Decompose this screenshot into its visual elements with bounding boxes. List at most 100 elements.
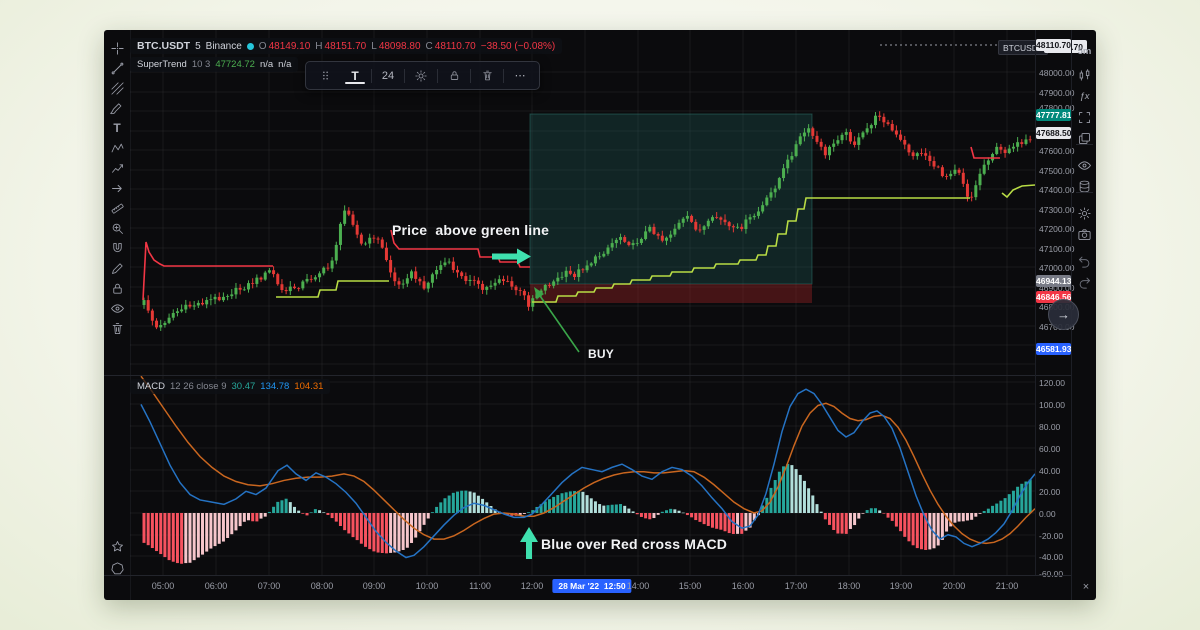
favorites-star-icon[interactable] <box>104 536 130 556</box>
time-label: 08:00 <box>310 581 334 591</box>
snapshot-camera-icon[interactable] <box>1072 225 1096 243</box>
annotation-macd-cross: Blue over Red cross MACD <box>541 536 728 552</box>
indicator-name[interactable]: SuperTrend <box>137 59 187 70</box>
right-arrow-annotation[interactable] <box>492 248 531 265</box>
ohlc-o-label: O <box>258 40 267 52</box>
ruler-icon[interactable] <box>104 198 130 218</box>
ohlc-l-label: L <box>371 40 377 52</box>
hide-drawings-icon[interactable] <box>104 298 130 318</box>
settings-gear-icon <box>1077 206 1092 221</box>
drawing-more-button[interactable]: ⋯ <box>514 70 526 82</box>
exchange-name[interactable]: Binance <box>205 40 242 52</box>
toolbar-drag-handle-icon[interactable] <box>311 65 339 86</box>
settings-gear-icon[interactable] <box>1072 204 1096 222</box>
text-tool-icon[interactable]: T <box>113 121 121 135</box>
macd-legend[interactable]: MACD 12 26 close 9 30.47 134.78 104.31 <box>130 379 331 394</box>
crosshair-icon[interactable] <box>104 38 130 58</box>
time-label: 10:00 <box>415 581 439 591</box>
change-value: −38.50 (−0.08%) <box>480 40 556 52</box>
macd-name[interactable]: MACD <box>137 381 165 392</box>
supertrend-legend[interactable]: SuperTrend 10 3 47724.72 n/a n/a <box>130 57 299 72</box>
remove-drawings-icon[interactable] <box>104 318 130 338</box>
time-label: 05:00 <box>151 581 175 591</box>
object-tree-icon[interactable] <box>1072 108 1096 126</box>
object-tree-icon <box>1077 110 1092 125</box>
xabcd-pattern-icon <box>110 141 125 156</box>
supertrend-up-line[interactable] <box>532 197 970 303</box>
drawing-lock-button[interactable] <box>440 65 468 86</box>
close-icon[interactable]: × <box>1082 581 1090 593</box>
supertrend-down-line[interactable] <box>142 241 273 301</box>
axis-label: -60.00 <box>1039 569 1064 579</box>
trend-line-icon[interactable] <box>104 58 130 78</box>
go-to-date-badge[interactable]: 28 Mar '22 12:50 <box>552 579 632 593</box>
indicator-value: 47724.72 <box>215 59 255 70</box>
symbol-legend[interactable]: BTC.USDT 5 Binance O 48149.10 H 48151.70 L… <box>130 38 563 54</box>
time-label: 17:00 <box>784 581 808 591</box>
time-label: 20:00 <box>942 581 966 591</box>
forecast-icon[interactable] <box>104 158 130 178</box>
ohlc-c-value: 48110.70 <box>434 40 476 52</box>
fx-indicators-icon[interactable]: ƒx <box>1079 90 1090 102</box>
font-size-button[interactable]: 24 <box>381 69 395 82</box>
magnet-icon[interactable] <box>104 238 130 258</box>
highlight-box[interactable] <box>529 113 813 285</box>
supertrend-down-line[interactable] <box>970 146 1000 159</box>
zoom-in-icon <box>110 221 125 236</box>
interval-5m[interactable]: 5m <box>1077 45 1092 57</box>
lock-drawings-icon[interactable] <box>104 278 130 298</box>
axis-label: 60.00 <box>1039 444 1061 454</box>
axis-label: 46900.00 <box>1039 283 1075 293</box>
macd-up-arrow-shaft[interactable] <box>526 541 532 559</box>
supertrend-up-line[interactable] <box>1001 184 1035 199</box>
sidebar-separator <box>1076 192 1093 193</box>
time-axis[interactable]: 28 Mar '22 12:50 05:00 06:00 07:00 08:00 09:… <box>104 575 1071 600</box>
axis-label: -40.00 <box>1039 552 1064 562</box>
supertrend-up-line[interactable] <box>276 280 389 298</box>
macd-main-line[interactable] <box>140 388 1035 559</box>
symbol-name[interactable]: BTC.USDT <box>137 40 191 52</box>
buy-arrow-line[interactable] <box>537 292 580 353</box>
floating-drawing-toolbar[interactable]: T 24 ⋯ <box>305 61 540 90</box>
sidebar-separator <box>1076 144 1093 145</box>
toolbar-separator <box>437 68 438 83</box>
axis-label: 47500.00 <box>1039 166 1075 176</box>
time-label: 19:00 <box>889 581 913 591</box>
axis-label: 47400.00 <box>1039 185 1075 195</box>
undo-icon[interactable] <box>1072 252 1096 270</box>
candles-style-icon[interactable] <box>1072 66 1096 84</box>
brush-icon[interactable] <box>104 98 130 118</box>
pane-divider[interactable] <box>104 375 1071 376</box>
indicator-params: 10 3 <box>191 59 211 70</box>
axis-label: 0.00 <box>1039 509 1056 519</box>
stop-band[interactable] <box>530 284 812 303</box>
axis-label: 47600.00 <box>1039 146 1075 156</box>
annotation-buy: BUY <box>588 347 614 361</box>
macd-signal-value: 104.31 <box>294 381 324 392</box>
drawing-toolbar: T <box>104 30 131 600</box>
pitchfork-icon <box>110 81 125 96</box>
drawing-mode-icon[interactable] <box>104 258 130 278</box>
axis-label: 47800.00 <box>1039 103 1075 113</box>
drawing-settings-button[interactable] <box>407 65 435 86</box>
pitchfork-icon[interactable] <box>104 78 130 98</box>
price-badge: 47777.81 <box>1036 109 1072 121</box>
eye-icon[interactable] <box>1072 156 1096 174</box>
price-chart-canvas[interactable] <box>130 30 1035 375</box>
macd-chart-canvas[interactable] <box>130 375 1035 575</box>
zoom-in-icon[interactable] <box>104 218 130 238</box>
favorite-shapes-icon <box>110 561 125 576</box>
arrow-marker-icon[interactable] <box>104 178 130 198</box>
drawing-delete-button[interactable] <box>473 65 501 86</box>
scroll-to-realtime-button[interactable]: → <box>1048 299 1079 330</box>
time-label: 12:00 <box>520 581 544 591</box>
axis-label: 47200.00 <box>1039 224 1075 234</box>
axis-label: 47300.00 <box>1039 205 1075 215</box>
interval-value[interactable]: 5 <box>195 40 201 52</box>
market-status-dot <box>246 42 254 50</box>
xabcd-pattern-icon[interactable] <box>104 138 130 158</box>
trend-line-icon <box>110 61 125 76</box>
text-color-button[interactable]: T <box>341 65 369 86</box>
supertrend-down-line[interactable] <box>390 229 530 268</box>
redo-icon[interactable] <box>1072 273 1096 291</box>
